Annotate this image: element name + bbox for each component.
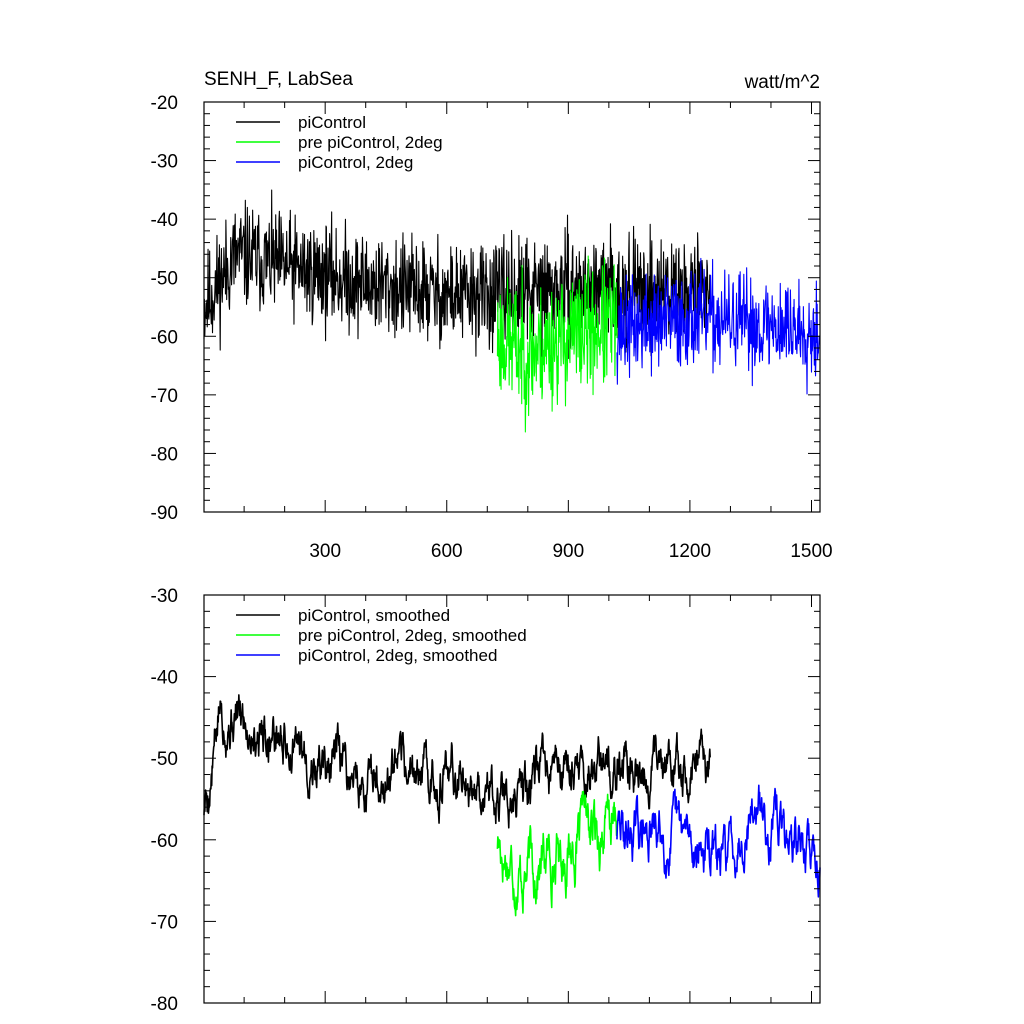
y-tick-label: -50 (151, 749, 178, 770)
series-line-twodeg (616, 784, 821, 898)
plot-frame (203, 101, 821, 513)
x-tick-label: 300 (309, 541, 341, 562)
legend-label: pre piControl, 2deg, smoothed (298, 626, 527, 645)
legend-label: piControl (298, 113, 366, 132)
panel-raw: -90 -80 -70 -60 -50 -40 -30 -20 300 600 900 1200 150… (151, 93, 833, 562)
panel-smoothed: -80 -70 -60 -50 -40 -30 piControl, smoothedpre… (151, 586, 821, 1015)
y-tick-label: -30 (151, 586, 178, 607)
y-tick-label: -30 (151, 152, 178, 173)
legend-label: piControl, smoothed (298, 606, 450, 625)
units-label: watt/m^2 (744, 72, 820, 93)
y-tick-label: -40 (151, 668, 178, 689)
x-tick-label: 900 (552, 541, 584, 562)
legend-label: pre piControl, 2deg (298, 133, 443, 152)
legend-label: piControl, 2deg, smoothed (298, 646, 497, 665)
legend-label: piControl, 2deg (298, 153, 413, 172)
x-tick-label: 1500 (790, 541, 832, 562)
y-tick-label: -70 (151, 386, 178, 407)
y-tick-label: -50 (151, 269, 178, 290)
plot-frame (203, 594, 821, 1004)
series-line-piControl (203, 694, 711, 829)
y-tick-label: -90 (151, 503, 178, 524)
x-tick-label: 1200 (669, 541, 711, 562)
series-line-pre (496, 790, 618, 917)
y-tick-label: -20 (151, 93, 178, 114)
y-tick-label: -60 (151, 831, 178, 852)
series-line-twodeg (616, 257, 821, 395)
x-tick-label: 600 (431, 541, 463, 562)
series-line-pre (496, 255, 618, 433)
y-tick-label: -60 (151, 327, 178, 348)
y-tick-label: -80 (151, 444, 178, 465)
y-tick-label: -70 (151, 912, 178, 933)
chart-title: SENH_F, LabSea (204, 69, 353, 90)
y-tick-label: -80 (151, 994, 178, 1015)
y-tick-label: -40 (151, 210, 178, 231)
